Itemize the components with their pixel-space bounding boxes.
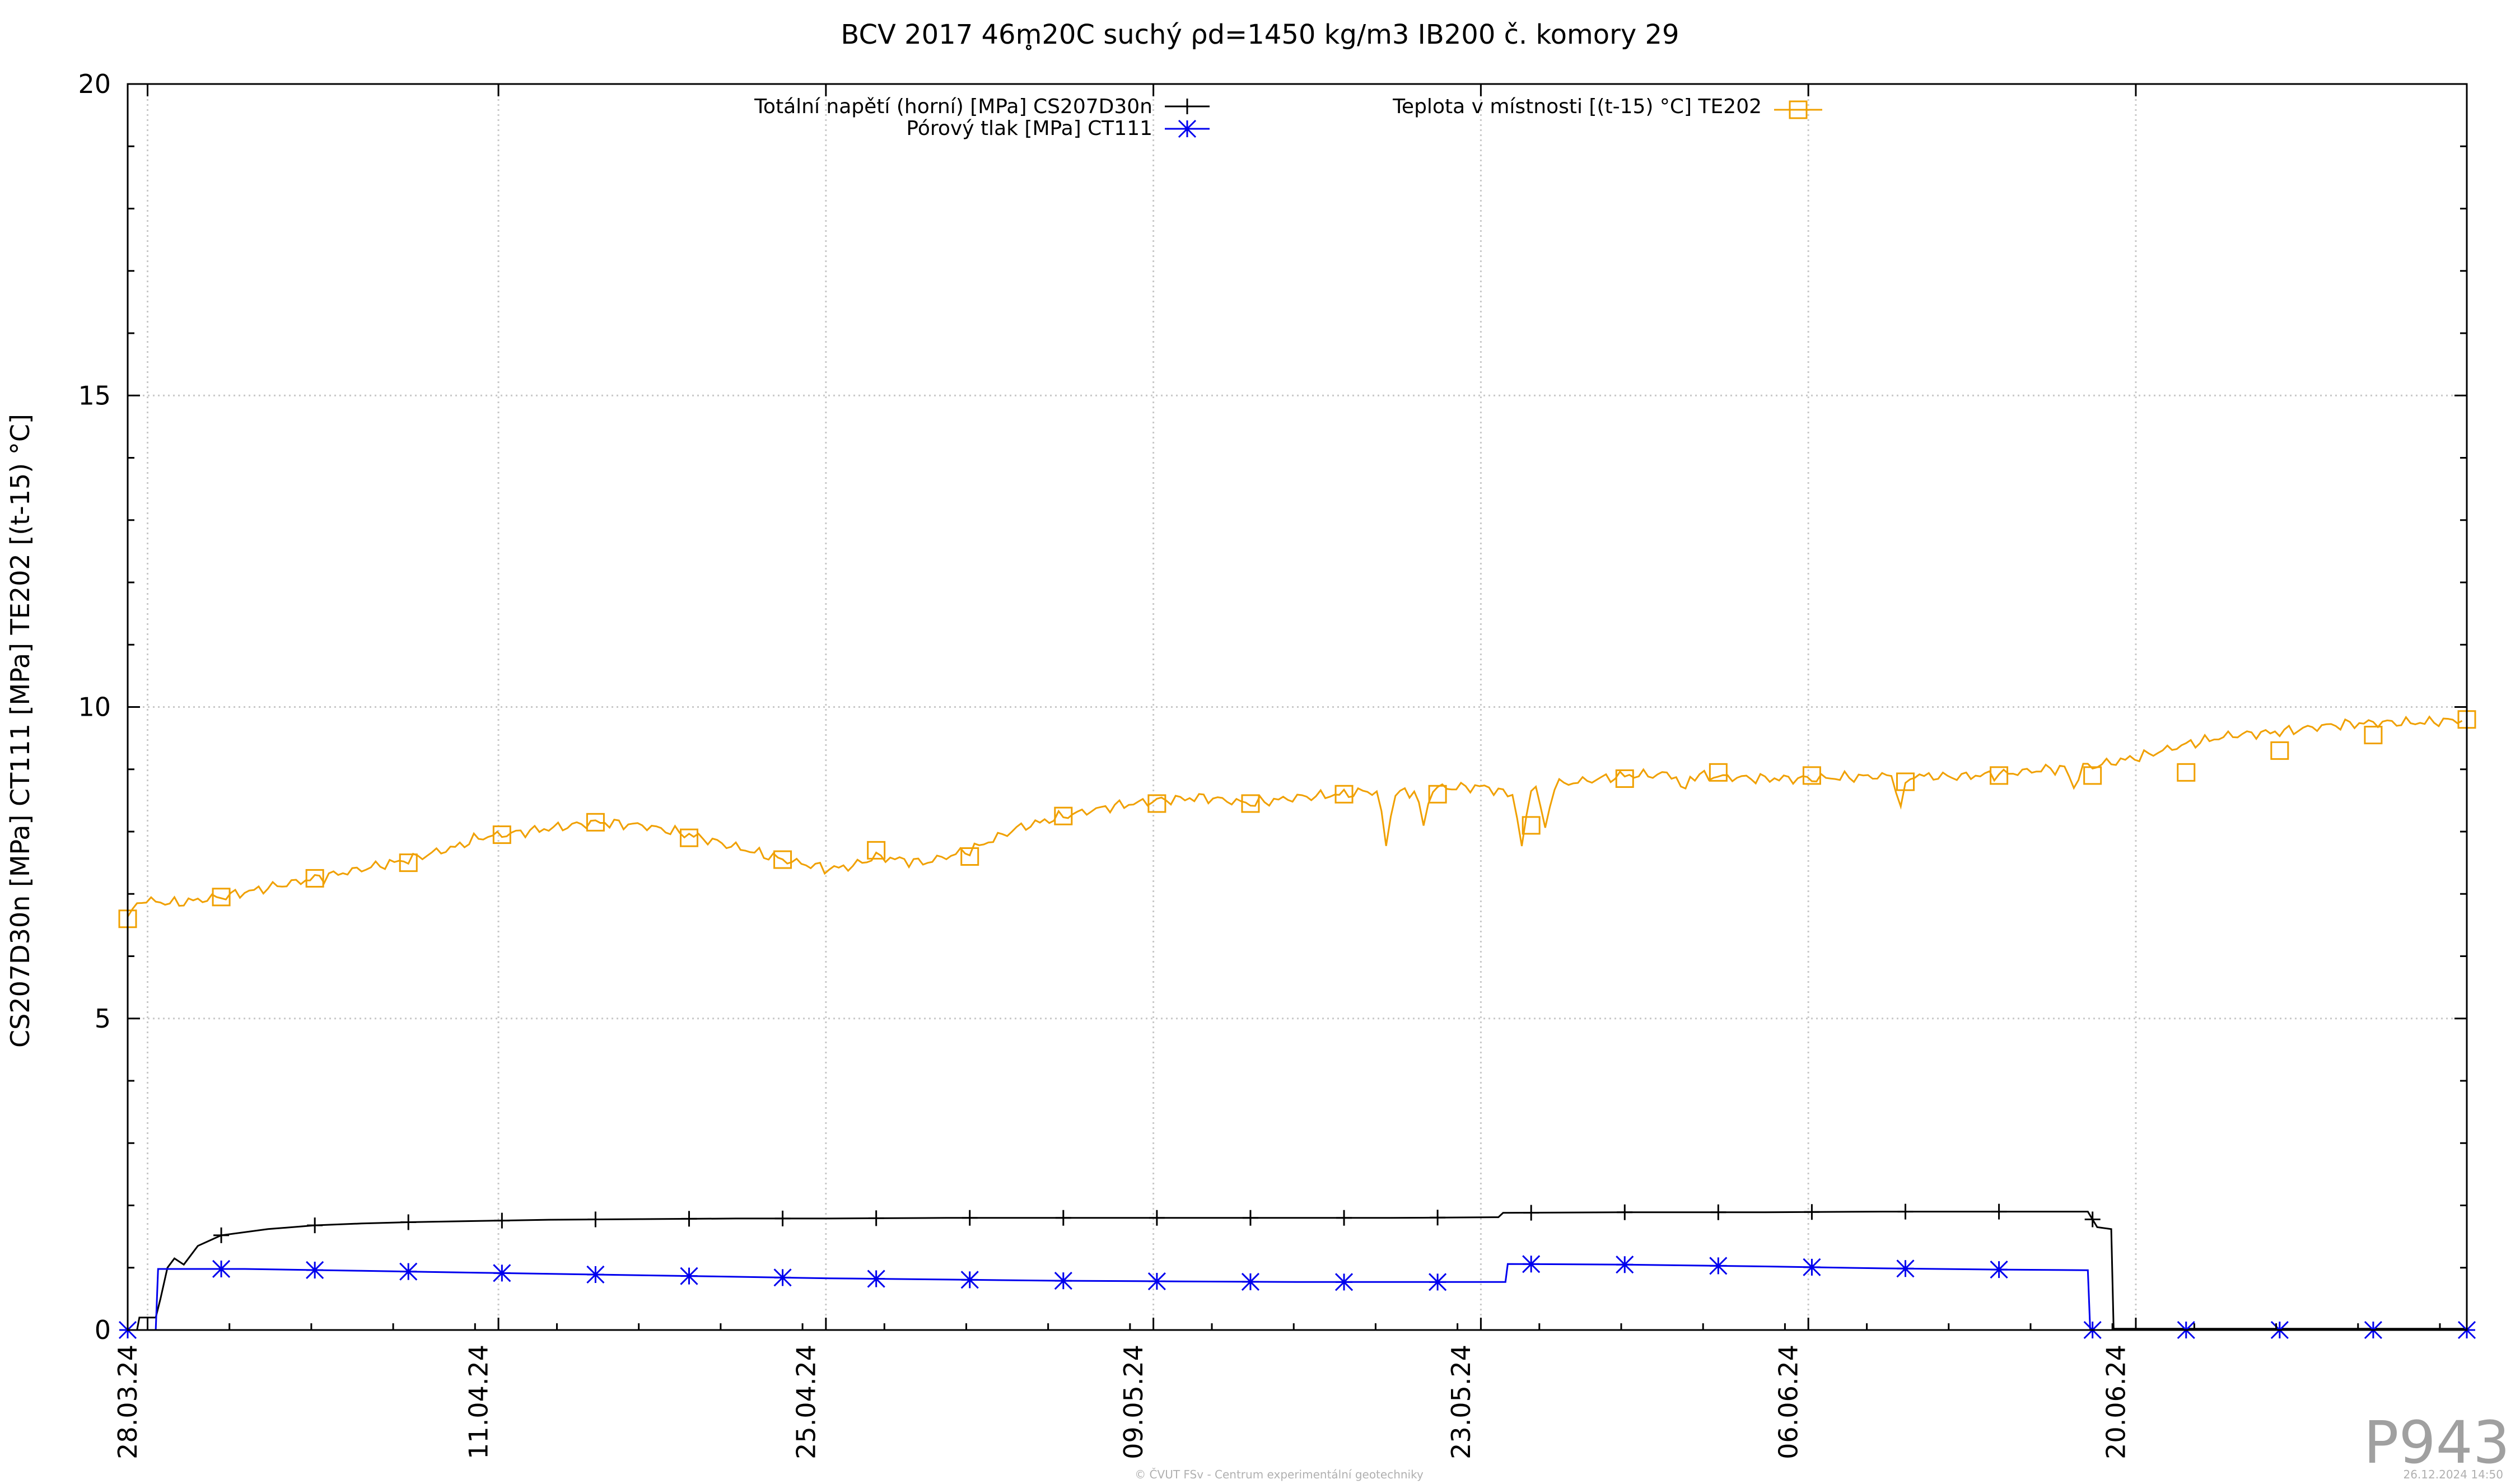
marker-room-temperature	[1054, 806, 1073, 825]
marker-room-temperature	[586, 813, 605, 832]
marker-room-temperature	[1802, 766, 1821, 785]
legend-label-room-temperature: Teplota v místnosti [(t-15) °C] TE202	[1392, 95, 1762, 118]
marker-room-temperature	[1990, 766, 2009, 785]
marker-room-temperature	[212, 888, 231, 907]
x-tick-label: 20.06.24	[2101, 1345, 2131, 1459]
marker-room-temperature	[1241, 794, 1260, 813]
marker-total-stress	[1149, 1210, 1165, 1226]
marker-room-temperature	[399, 853, 418, 872]
x-tick-label: 28.03.24	[113, 1345, 143, 1459]
marker-pore-pressure	[867, 1270, 885, 1288]
marker-pore-pressure	[1616, 1256, 1634, 1274]
marker-room-temperature	[679, 828, 698, 847]
axes: 0 5 10 15 20 28.03.24 11.04.24 25.04.24 09.05.24…	[78, 69, 2467, 1459]
marker-total-stress	[400, 1214, 417, 1230]
legend: Totální napětí (horní) [MPa] CS207D30n P…	[754, 95, 1822, 140]
marker-total-stress	[774, 1210, 791, 1226]
marker-total-stress	[2084, 1211, 2101, 1228]
legend-label-pore-pressure: Pórový tlak [MPa] CT111	[906, 117, 1152, 140]
marker-room-temperature	[1428, 785, 1447, 804]
y-axis-label: CS207D30n [MPa] CT111 [MPa] TE202 [(t-15…	[5, 414, 35, 1048]
footer-timestamp: 26.12.2024 14:50	[2403, 1468, 2503, 1481]
x-tick-label: 25.04.24	[791, 1345, 821, 1459]
marker-total-stress	[1430, 1210, 1446, 1226]
legend-label-total-stress: Totální napětí (horní) [MPa] CS207D30n	[754, 95, 1152, 118]
marker-total-stress	[1336, 1210, 1352, 1226]
marker-total-stress	[1991, 1203, 2007, 1220]
marker-pore-pressure	[1241, 1272, 1260, 1291]
marker-room-temperature	[960, 847, 979, 866]
marker-pore-pressure	[773, 1268, 792, 1287]
marker-room-temperature	[2364, 726, 2383, 745]
y-tick-label: 20	[78, 69, 111, 99]
marker-total-stress	[681, 1211, 697, 1227]
legend-marker-pore-pressure	[1178, 119, 1197, 138]
marker-total-stress	[1804, 1204, 1820, 1220]
marker-pore-pressure	[1054, 1272, 1072, 1290]
marker-room-temperature	[492, 825, 511, 844]
marker-pore-pressure	[1147, 1272, 1166, 1291]
watermark: P943	[2364, 1408, 2510, 1477]
marker-room-temperature	[305, 869, 324, 888]
y-tick-label: 0	[95, 1315, 111, 1345]
marker-room-temperature	[1709, 763, 1728, 782]
grid	[128, 84, 2467, 1330]
marker-total-stress	[1897, 1203, 1914, 1220]
marker-total-stress	[1523, 1205, 1539, 1221]
marker-total-stress	[868, 1210, 884, 1226]
marker-total-stress	[494, 1212, 510, 1229]
marker-pore-pressure	[680, 1267, 698, 1285]
marker-room-temperature	[773, 850, 792, 869]
marker-pore-pressure	[960, 1271, 979, 1289]
x-tick-label: 09.05.24	[1118, 1345, 1149, 1459]
marker-pore-pressure	[1522, 1255, 1541, 1273]
y-tick-label: 10	[78, 692, 111, 722]
marker-room-temperature	[867, 841, 886, 860]
marker-room-temperature	[2177, 763, 2196, 782]
marker-pore-pressure	[399, 1262, 418, 1281]
marker-pore-pressure	[1429, 1273, 1447, 1291]
series-line-room-temperature	[127, 715, 2463, 917]
marker-room-temperature	[2083, 766, 2102, 785]
marker-total-stress	[1710, 1204, 1726, 1220]
marker-room-temperature	[1334, 785, 1354, 804]
marker-total-stress	[1242, 1210, 1258, 1226]
marker-pore-pressure	[493, 1264, 511, 1282]
legend-marker-room-temperature	[1789, 100, 1808, 119]
marker-total-stress	[1617, 1204, 1633, 1220]
marker-pore-pressure	[1334, 1273, 1354, 1291]
marker-room-temperature	[1147, 794, 1166, 813]
marker-pore-pressure	[1803, 1258, 1821, 1276]
marker-pore-pressure	[1990, 1261, 2008, 1279]
marker-room-temperature	[2270, 741, 2289, 760]
footer-copyright: © ČVUT FSv - Centrum experimentální geot…	[1135, 1468, 1424, 1481]
marker-total-stress	[962, 1210, 978, 1226]
marker-total-stress	[213, 1227, 230, 1243]
x-tick-label: 23.05.24	[1446, 1345, 1476, 1459]
legend-marker-total-stress	[1179, 99, 1195, 114]
marker-pore-pressure	[212, 1259, 231, 1278]
marker-total-stress	[587, 1211, 604, 1228]
marker-room-temperature	[1896, 772, 1915, 791]
marker-room-temperature	[1522, 816, 1541, 835]
marker-pore-pressure	[1709, 1257, 1728, 1275]
marker-pore-pressure	[306, 1261, 324, 1280]
x-tick-label: 11.04.24	[464, 1345, 494, 1459]
chart-title: BCV 2017 46m̥20C suchý ρd=1450 kg/m3 IB2…	[841, 19, 1679, 50]
marker-pore-pressure	[586, 1265, 605, 1284]
legend-samples	[1165, 99, 1822, 138]
x-tick-label: 06.06.24	[1774, 1345, 1804, 1459]
marker-total-stress	[307, 1217, 323, 1234]
marker-pore-pressure	[1896, 1259, 1915, 1278]
marker-total-stress	[1055, 1210, 1071, 1226]
y-tick-label: 5	[95, 1004, 111, 1034]
marker-room-temperature	[1615, 769, 1634, 788]
y-tick-label: 15	[78, 380, 111, 410]
